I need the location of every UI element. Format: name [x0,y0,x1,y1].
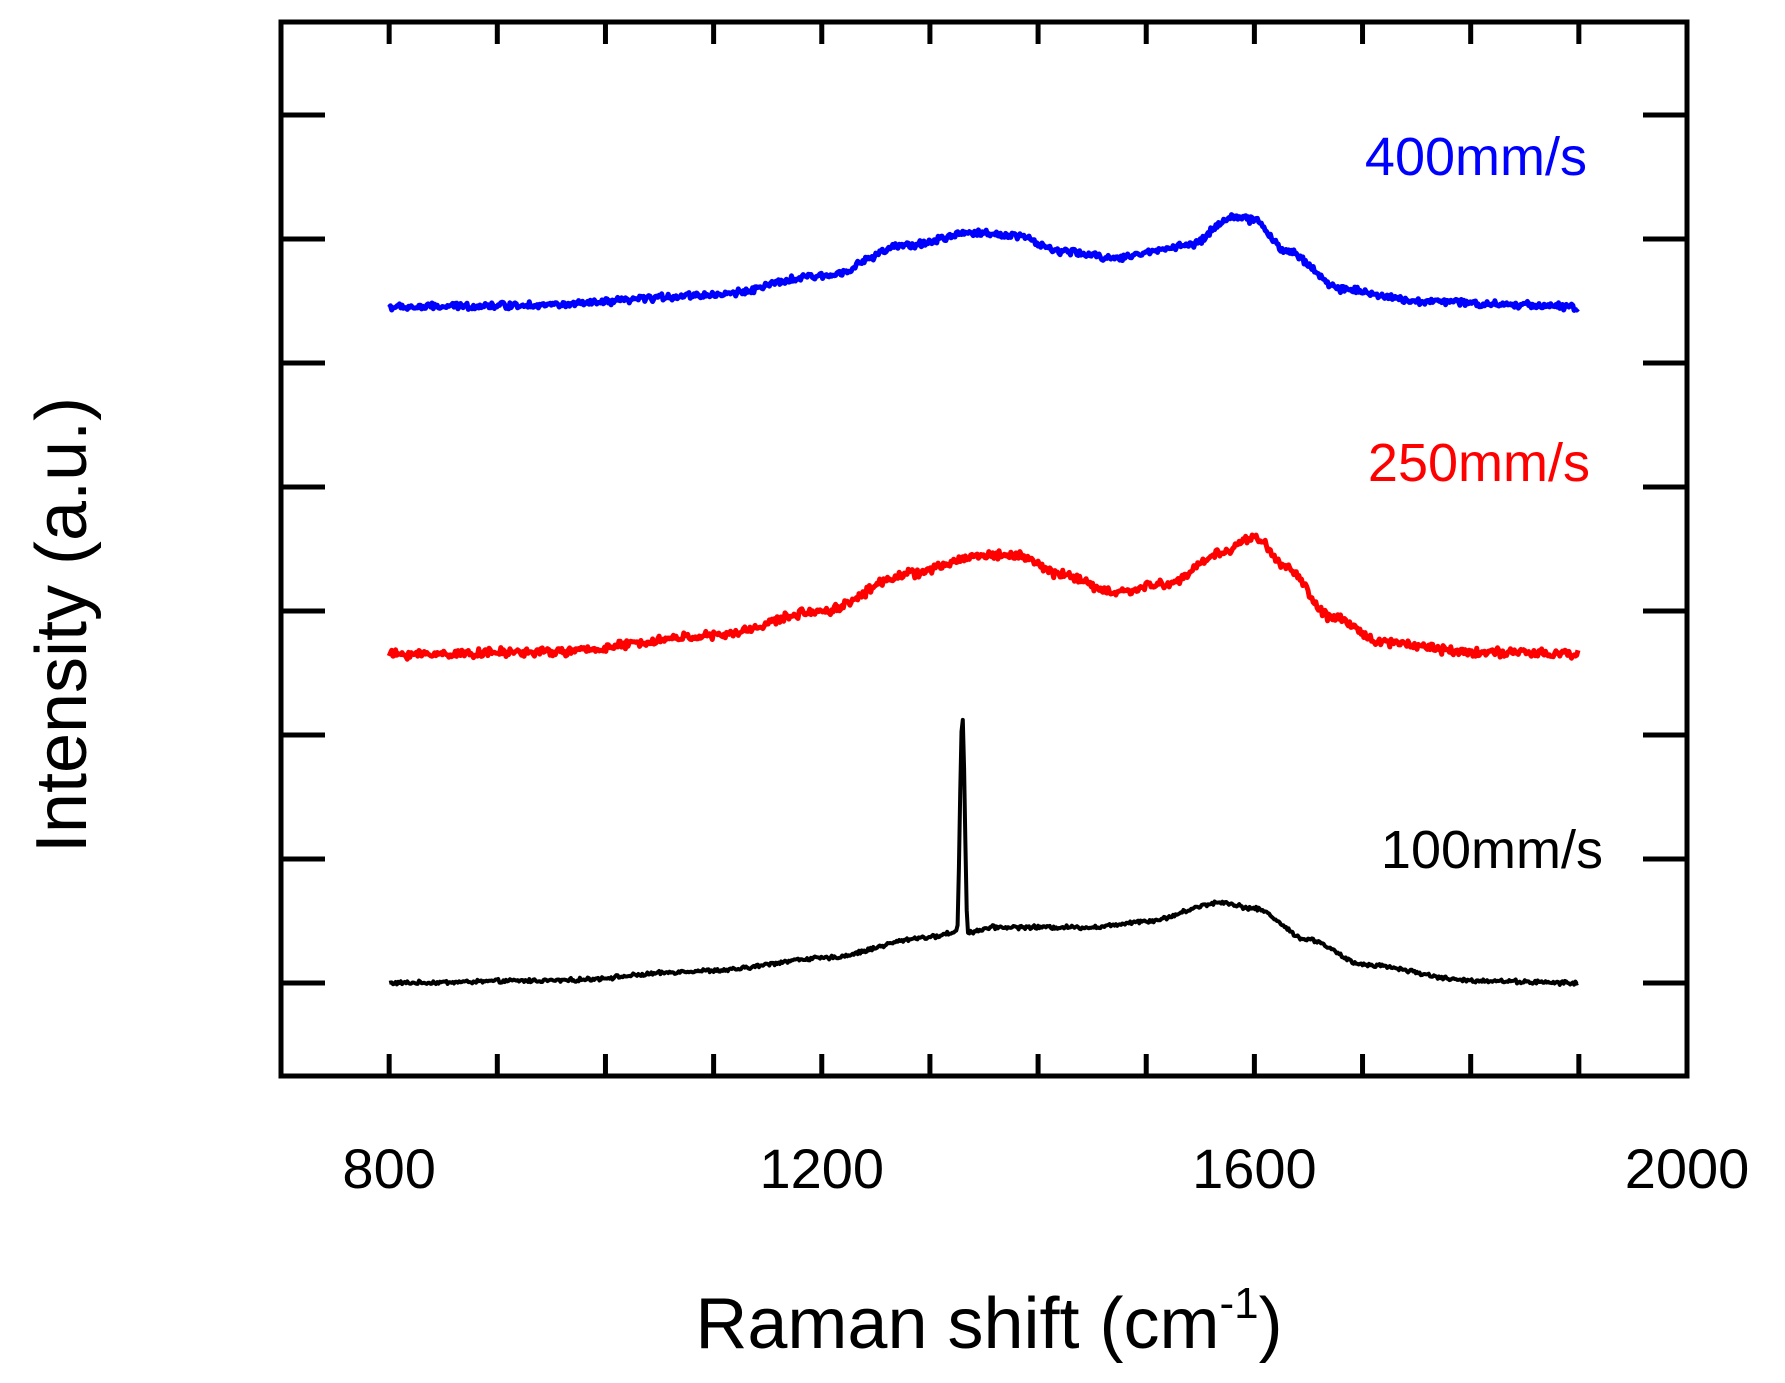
series-group [386,212,1581,987]
plot-frame [278,19,1690,1079]
plot-frame-group [278,19,1690,1079]
series-line-2 [387,212,1580,313]
series-label-2: 400mm/s [1365,127,1587,187]
x-tick-label-800: 800 [342,1137,435,1200]
x-axis-title: Raman shift (cm-1) [695,1279,1282,1364]
labels-group: 800 1200 1600 2000 Raman shift (cm-1) Intensi… [22,127,1749,1364]
ticks-group [281,22,1687,1076]
x-axis-title-superscript: -1 [1220,1279,1259,1328]
x-tick-label-2000: 2000 [1625,1137,1750,1200]
x-axis-title-main: Raman shift (cm [695,1284,1219,1364]
series-label-1: 250mm/s [1368,433,1590,493]
series-line-0 [388,717,1579,987]
x-tick-label-1600: 1600 [1192,1137,1317,1200]
series-label-0: 100mm/s [1381,820,1603,880]
series-line-1 [386,532,1581,662]
x-tick-label-1200: 1200 [759,1137,884,1200]
x-axis-title-close: ) [1259,1284,1283,1364]
y-axis-title: Intensity (a.u.) [22,397,102,853]
